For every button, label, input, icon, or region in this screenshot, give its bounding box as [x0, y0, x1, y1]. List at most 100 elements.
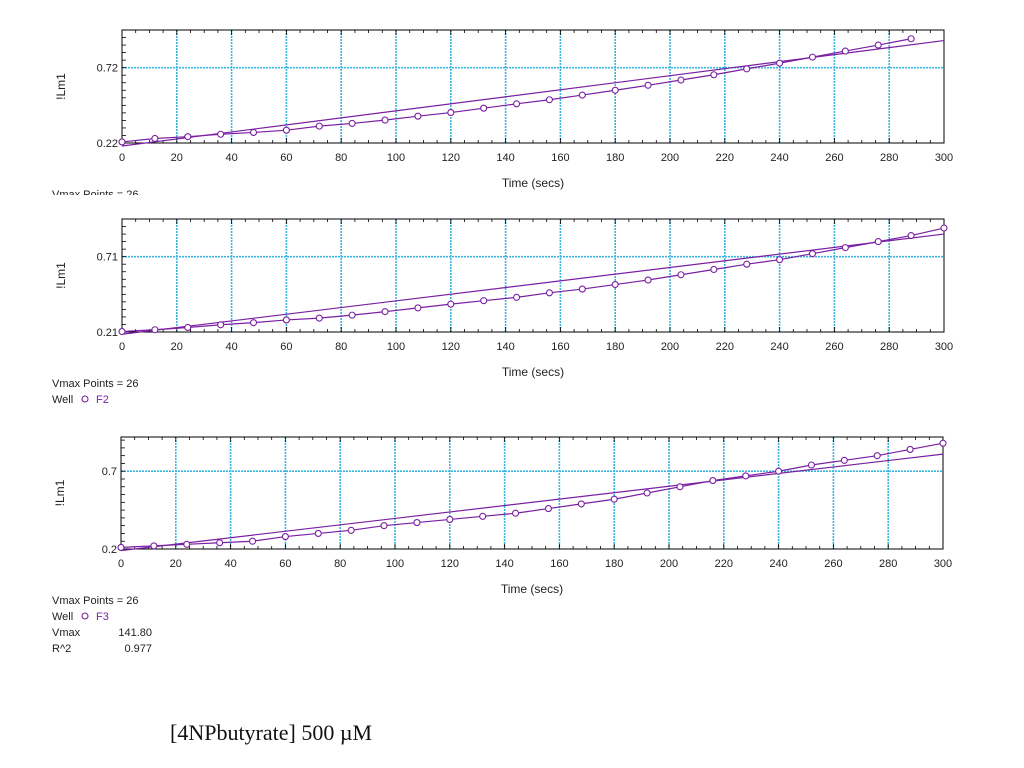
data-point [611, 86, 619, 94]
x-tick-label: 20 [170, 558, 182, 570]
data-point [874, 41, 882, 49]
data-point [743, 65, 751, 73]
x-axis-label: Time (secs) [502, 365, 564, 379]
data-point [315, 314, 323, 322]
x-tick-label: 200 [661, 152, 679, 164]
x-tick-label: 60 [279, 558, 291, 570]
data-point [348, 311, 356, 319]
data-point [544, 505, 552, 513]
data-point [151, 134, 159, 143]
x-axis-label: Time (secs) [501, 582, 563, 596]
x-tick-label: 240 [770, 341, 788, 353]
data-point [776, 256, 784, 264]
chart-panel-1: 0 20 40 60 80 100 120 140 160 180 200 220 240 260 280 3… [52, 29, 953, 195]
data-point [742, 472, 750, 480]
well-id: F2 [96, 394, 109, 406]
data-point [807, 461, 816, 469]
data-point [217, 321, 225, 329]
x-tick-label: 180 [606, 341, 624, 353]
info-row-label: R^2 [52, 643, 71, 655]
data-point [314, 529, 322, 537]
x-tick-label: 300 [934, 558, 952, 570]
x-tick-label: 180 [605, 558, 623, 570]
data-point [348, 119, 356, 127]
data-point [216, 539, 224, 547]
x-tick-label: 300 [935, 152, 953, 164]
data-point [347, 526, 355, 534]
vmax-points-label: Vmax Points = 26 [52, 378, 139, 390]
data-point [907, 232, 915, 240]
x-tick-label: 120 [442, 341, 460, 353]
data-point [151, 326, 159, 334]
concentration-caption: [4NPbutyrate] 500 µM [170, 720, 373, 745]
data-point [874, 238, 882, 246]
y-tick-label: 0.22 [97, 138, 118, 150]
data-point [282, 316, 290, 324]
data-point [248, 537, 257, 545]
x-tick-label: 0 [119, 341, 125, 353]
data-point [480, 297, 488, 305]
vmax-info: Vmax Points = 26 Well F3 Vmax 141.80 R^2 0.977 [52, 595, 152, 655]
data-point [479, 512, 487, 520]
y-axis-label: !Lm1 [54, 73, 68, 100]
data-point [776, 59, 784, 67]
x-tick-label: 0 [119, 152, 125, 164]
data-point [578, 285, 586, 293]
data-point [414, 112, 422, 120]
data-line [121, 227, 945, 333]
data-point [282, 126, 290, 134]
data-point [414, 304, 422, 312]
x-tick-label: 220 [716, 341, 734, 353]
data-point [380, 522, 388, 530]
info-row-value: 0.977 [124, 643, 152, 655]
data-point [183, 540, 191, 548]
x-tick-label: 220 [716, 152, 734, 164]
data-point [513, 100, 521, 108]
data-point [644, 276, 652, 284]
data-point [381, 116, 389, 124]
data-point [841, 244, 849, 252]
y-tick-label: 0.7 [102, 466, 117, 478]
y-tick-label: 0.71 [97, 252, 118, 264]
info-row-value: 141.80 [118, 627, 152, 639]
x-tick-label: 100 [387, 341, 405, 353]
data-point [644, 81, 652, 89]
chart-panel-2: 0 20 40 60 80 100 120 140 160 180 200 220 240 260 280 3… [52, 218, 953, 406]
data-point [118, 138, 126, 146]
info-row-label: Vmax [52, 627, 81, 639]
chart-panel-3: 0 20 40 60 80 100 120 140 160 180 200 220 240 260 280 3… [52, 436, 952, 655]
vmax-info: Vmax Points = 26 [52, 189, 139, 195]
x-tick-label: 180 [606, 152, 624, 164]
data-point [873, 452, 881, 460]
x-tick-label: 100 [386, 558, 404, 570]
data-point [480, 104, 488, 112]
data-point [217, 130, 225, 138]
x-tick-label: 20 [171, 152, 183, 164]
data-point [808, 53, 817, 61]
data-point [577, 500, 585, 508]
x-tick-label: 40 [224, 558, 236, 570]
data-point [743, 260, 751, 268]
x-tick-label: 200 [661, 341, 679, 353]
well-label: Well [52, 611, 73, 623]
well-label: Well [52, 394, 73, 406]
plot-frame [121, 29, 945, 144]
x-tick-label: 300 [935, 341, 953, 353]
data-point [281, 533, 289, 541]
x-tick-label: 80 [334, 558, 346, 570]
x-tick-label: 100 [387, 152, 405, 164]
data-point [808, 250, 817, 258]
fit-line [121, 233, 945, 335]
y-axis-label: !Lm1 [54, 262, 68, 289]
x-tick-label: 260 [825, 341, 843, 353]
x-tick-label: 140 [496, 152, 514, 164]
y-tick-label: 0.21 [97, 327, 118, 339]
data-point [906, 445, 914, 453]
x-tick-label: 160 [550, 558, 568, 570]
x-tick-label: 120 [441, 558, 459, 570]
data-point [381, 308, 389, 316]
data-point [315, 122, 323, 130]
x-tick-label: 240 [769, 558, 787, 570]
data-point [841, 47, 849, 55]
x-tick-label: 260 [824, 558, 842, 570]
